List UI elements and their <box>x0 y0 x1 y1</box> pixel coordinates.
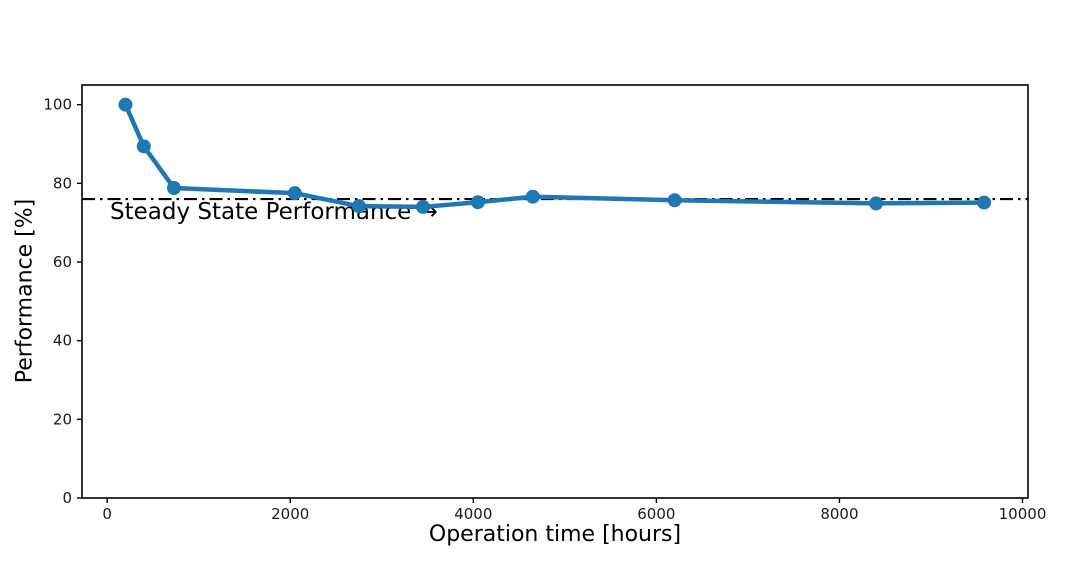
data-point-marker <box>136 139 151 154</box>
data-point-marker <box>166 181 181 196</box>
y-axis-label: Performance [%] <box>12 198 38 384</box>
x-tick-label: 4000 <box>454 505 492 523</box>
data-series-line <box>123 102 987 210</box>
y-tick-label: 40 <box>53 332 72 350</box>
y-tick-label: 80 <box>53 174 72 192</box>
data-point-marker <box>287 186 302 201</box>
y-tick-label: 60 <box>53 253 72 271</box>
steady-state-annotation: Steady State Performance → <box>110 199 438 225</box>
x-tick-label: 8000 <box>820 505 858 523</box>
x-tick-label: 10000 <box>999 505 1047 523</box>
plot-border <box>81 84 1029 499</box>
data-point-marker <box>415 199 430 214</box>
data-point-marker <box>977 195 992 210</box>
data-point-marker <box>869 196 884 211</box>
y-tick-label: 100 <box>43 96 72 114</box>
x-tick-label: 0 <box>102 505 112 523</box>
data-point-marker <box>525 189 540 204</box>
data-point-marker <box>667 193 682 208</box>
data-point-marker <box>118 97 133 112</box>
y-tick-label: 0 <box>62 489 72 507</box>
y-tick-label: 20 <box>53 410 72 428</box>
x-tick-label: 2000 <box>271 505 309 523</box>
x-tick-label: 6000 <box>637 505 675 523</box>
x-axis-label: Operation time [hours] <box>428 522 682 547</box>
data-point-marker <box>351 199 366 214</box>
data-point-marker <box>470 195 485 210</box>
